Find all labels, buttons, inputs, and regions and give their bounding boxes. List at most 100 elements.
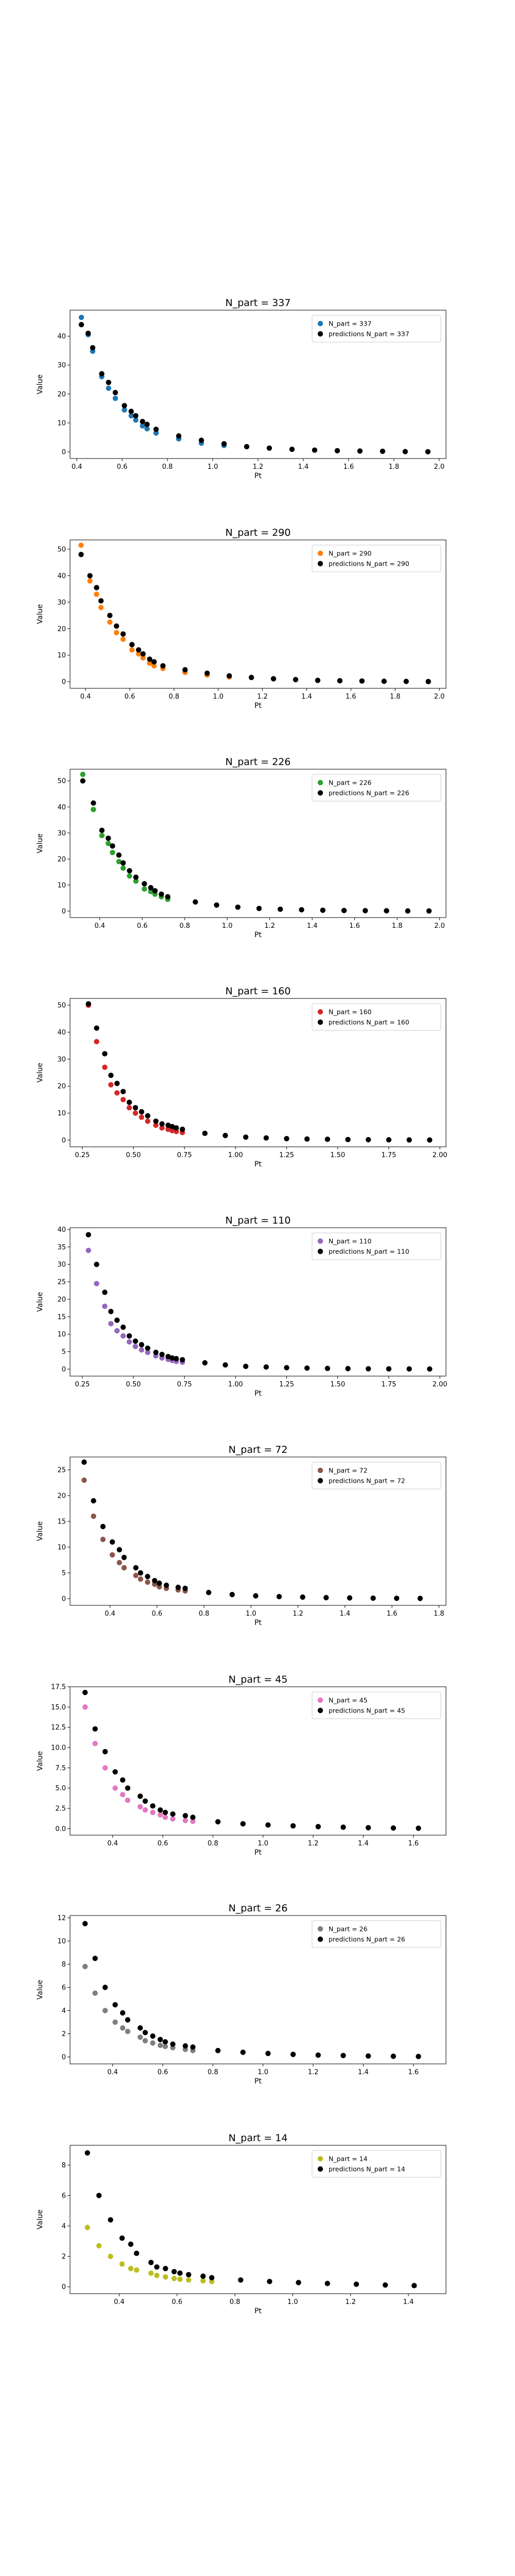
prediction-point bbox=[222, 1362, 228, 1368]
prediction-point bbox=[182, 667, 188, 673]
y-tick-label: 7.5 bbox=[55, 1765, 66, 1772]
prediction-point bbox=[426, 908, 432, 914]
prediction-point bbox=[102, 1749, 108, 1755]
prediction-point bbox=[112, 2002, 118, 2008]
data-point bbox=[96, 2243, 102, 2249]
data-point bbox=[145, 1349, 150, 1355]
chart-panel: N_part = 45 0.4 0.6 0.8 1.0 1.2 1.4 1.6 0.0 2.5 5.… bbox=[36, 1674, 447, 1857]
prediction-point bbox=[380, 448, 386, 454]
data-point bbox=[125, 2028, 131, 2035]
prediction-point bbox=[425, 449, 431, 455]
x-tick-label: 2.0 bbox=[434, 922, 445, 930]
prediction-point bbox=[248, 674, 254, 681]
prediction-point bbox=[240, 1821, 246, 1827]
data-point bbox=[106, 385, 111, 391]
data-point bbox=[109, 1552, 115, 1558]
y-tick-label: 2 bbox=[62, 2253, 66, 2261]
prediction-point bbox=[416, 1825, 421, 1831]
prediction-point bbox=[427, 1366, 433, 1372]
x-tick-label: 0.6 bbox=[158, 2069, 168, 2076]
prediction-point bbox=[315, 1824, 321, 1829]
y-tick-label: 10 bbox=[57, 1110, 66, 1117]
prediction-point bbox=[174, 1355, 179, 1362]
x-tick-label: 2.00 bbox=[433, 1151, 448, 1159]
prediction-point bbox=[90, 345, 96, 351]
prediction-point bbox=[138, 1570, 144, 1576]
prediction-point bbox=[267, 2279, 272, 2284]
x-tick-label: 1.2 bbox=[264, 922, 275, 930]
y-tick-label: 40 bbox=[57, 1029, 66, 1037]
prediction-point bbox=[147, 656, 152, 662]
prediction-point bbox=[120, 860, 126, 866]
legend: N_part = 110 predictions N_part = 110 bbox=[312, 1232, 441, 1260]
legend-marker bbox=[317, 779, 323, 786]
legend: N_part = 337 predictions N_part = 337 bbox=[312, 315, 441, 343]
x-tick-label: 1.2 bbox=[253, 463, 264, 471]
chart-title: N_part = 110 bbox=[226, 1215, 291, 1226]
y-tick-label: 6 bbox=[62, 2192, 66, 2200]
legend-label: predictions N_part = 72 bbox=[329, 1477, 405, 1485]
y-tick-label: 50 bbox=[57, 777, 66, 785]
data-point bbox=[139, 1114, 145, 1120]
x-tick-label: 0.6 bbox=[117, 463, 128, 471]
x-tick-label: 0.4 bbox=[114, 2298, 125, 2306]
prediction-point bbox=[122, 403, 127, 409]
legend-marker bbox=[317, 1926, 323, 1932]
y-axis-label: Value bbox=[36, 1521, 44, 1541]
prediction-point bbox=[174, 1125, 179, 1131]
prediction-point bbox=[159, 1121, 165, 1127]
prediction-point bbox=[324, 2281, 330, 2286]
prediction-point bbox=[229, 1591, 235, 1598]
prediction-point bbox=[381, 679, 387, 684]
data-point bbox=[110, 850, 115, 855]
prediction-point bbox=[80, 778, 85, 784]
prediction-point bbox=[125, 1785, 131, 1791]
y-tick-label: 0 bbox=[62, 1596, 66, 1603]
y-tick-label: 25 bbox=[57, 1279, 66, 1286]
prediction-point bbox=[190, 1815, 196, 1820]
prediction-point bbox=[94, 1261, 99, 1267]
prediction-point bbox=[366, 1366, 371, 1371]
prediction-point bbox=[157, 1580, 162, 1586]
chart-title: N_part = 290 bbox=[226, 527, 291, 538]
y-tick-label: 30 bbox=[57, 362, 66, 369]
data-point bbox=[116, 1560, 123, 1566]
chart-panel: N_part = 337 0.4 0.6 0.8 1.0 1.2 1.4 1.6 1.8 2.0 0… bbox=[36, 297, 447, 480]
prediction-point bbox=[204, 670, 210, 676]
data-point bbox=[158, 2042, 163, 2048]
y-tick-label: 50 bbox=[57, 1002, 66, 1010]
prediction-point bbox=[427, 1137, 433, 1143]
prediction-point bbox=[82, 1921, 88, 1926]
prediction-point bbox=[78, 552, 84, 557]
legend-label: predictions N_part = 26 bbox=[329, 1936, 405, 1943]
x-tick-label: 2.0 bbox=[434, 693, 445, 701]
prediction-point bbox=[91, 1498, 96, 1504]
legend-label: N_part = 160 bbox=[329, 1008, 372, 1016]
prediction-point bbox=[365, 1825, 371, 1831]
prediction-point bbox=[386, 1366, 392, 1372]
data-point bbox=[92, 1740, 98, 1747]
prediction-point bbox=[182, 1813, 188, 1819]
prediction-point bbox=[162, 1809, 168, 1816]
prediction-point bbox=[85, 1232, 91, 1238]
y-tick-label: 5 bbox=[62, 1570, 66, 1578]
data-point bbox=[102, 1303, 108, 1309]
prediction-point bbox=[341, 908, 347, 913]
x-tick-label: 1.6 bbox=[344, 463, 354, 471]
y-tick-label: 25 bbox=[57, 1467, 66, 1475]
prediction-point bbox=[139, 1342, 145, 1348]
prediction-point bbox=[100, 1523, 106, 1530]
chart-panel: N_part = 290 0.4 0.6 0.8 1.0 1.2 1.4 1.6 1.8 2.0 0… bbox=[36, 527, 447, 710]
data-point bbox=[138, 1804, 143, 1810]
data-point bbox=[142, 1807, 148, 1813]
x-tick-label: 1.00 bbox=[228, 1381, 243, 1388]
data-point bbox=[121, 1565, 127, 1571]
prediction-point bbox=[276, 1594, 282, 1600]
data-point bbox=[169, 1128, 175, 1133]
data-point bbox=[186, 2277, 192, 2283]
prediction-point bbox=[113, 623, 119, 629]
data-point bbox=[94, 1039, 99, 1044]
data-point bbox=[98, 604, 104, 611]
prediction-point bbox=[142, 1798, 148, 1804]
y-axis-label: Value bbox=[36, 1063, 44, 1082]
